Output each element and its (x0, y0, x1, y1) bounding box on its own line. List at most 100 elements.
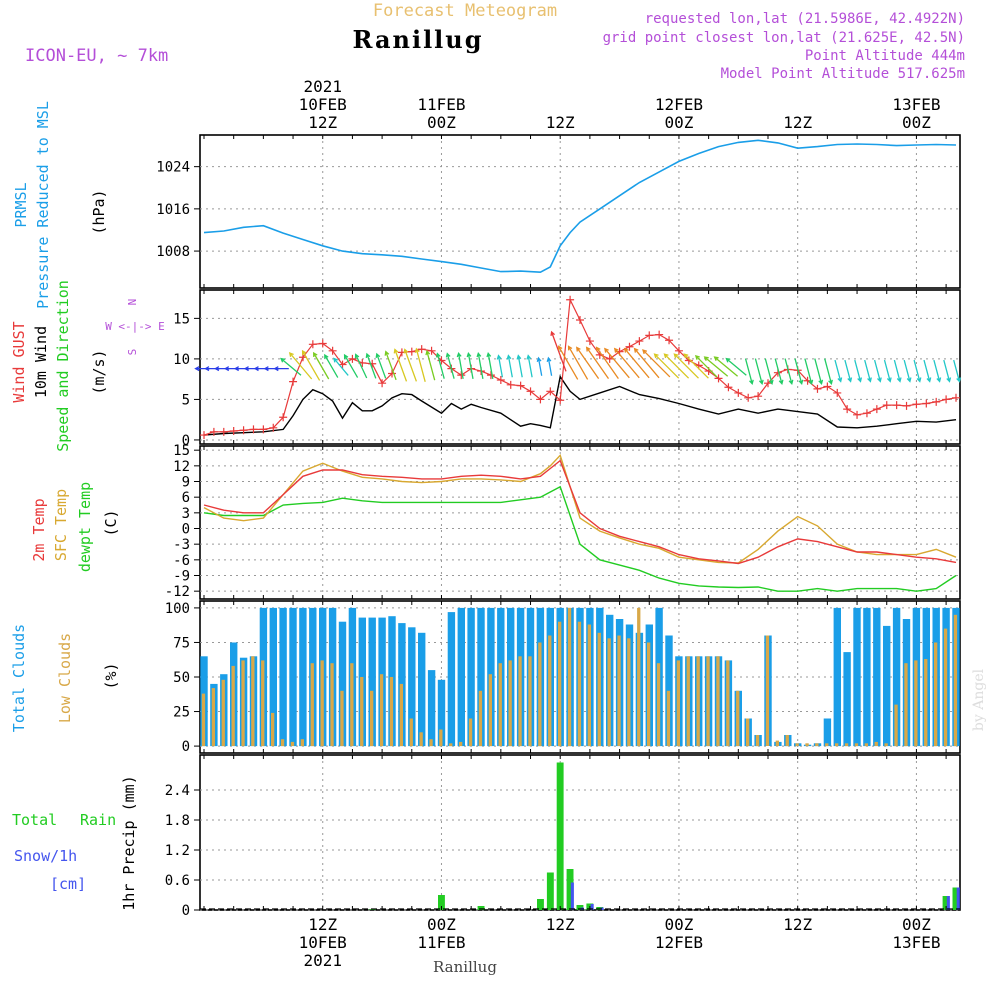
wind-label: 10m Wind (32, 326, 50, 398)
total-cloud-bar (873, 607, 881, 747)
y-tick-label: 3 (182, 506, 190, 522)
total-cloud-bar (833, 607, 841, 747)
total-cloud-bar (279, 607, 287, 747)
wind-arrow (280, 357, 302, 376)
total-cloud-bar (457, 607, 465, 747)
gust-point (536, 395, 545, 404)
compass-we: W <-|-> E (105, 320, 165, 333)
wind-arrow (516, 354, 523, 378)
gust-point (328, 346, 337, 355)
wind-arrow (558, 345, 579, 380)
gust-point (882, 401, 891, 410)
gust-point (378, 379, 387, 388)
temp-unit-label: (C) (102, 509, 120, 536)
wind-arrow (673, 353, 699, 379)
wind-arrow (744, 358, 754, 386)
y-tick-label: 5 (182, 392, 190, 408)
low-cloud-bar (934, 642, 938, 747)
gust-point (289, 377, 298, 386)
gust-point (318, 339, 327, 348)
low-cloud-bar (409, 718, 413, 747)
temp2m-label: 2m Temp (30, 498, 48, 561)
low-cloud-bar (241, 660, 245, 747)
wind-arrow (703, 356, 729, 377)
wind-arrow (445, 352, 455, 379)
wind-arrow (883, 359, 892, 383)
gust-point (269, 423, 278, 432)
low-cloud-bar (785, 735, 789, 747)
wind-arrow (476, 351, 484, 380)
low-clouds-label: Low Clouds (56, 633, 74, 723)
low-cloud-bar (488, 674, 492, 747)
bottom-time-label: 12Z (546, 915, 575, 934)
wind-arrow (466, 351, 474, 380)
top-time-label: 2021 (303, 77, 342, 96)
gust-point (724, 383, 733, 392)
wind-arrow (694, 354, 718, 378)
low-cloud-bar (696, 656, 700, 747)
low-cloud-bar (251, 656, 255, 747)
wind-arrow (425, 349, 436, 381)
low-cloud-bar (280, 739, 285, 747)
low-cloud-bar (943, 628, 948, 747)
gust-point (674, 346, 683, 355)
gust-point (813, 384, 822, 393)
gust-point (526, 387, 535, 396)
wind-arrow (943, 359, 952, 383)
bottom-time-label: 13FEB (892, 933, 940, 952)
gust-point (754, 392, 763, 401)
y-tick-label: -6 (173, 553, 190, 569)
low-cloud-bar (716, 656, 720, 747)
wind-arrow (604, 347, 630, 379)
y-tick-label: 9 (182, 475, 190, 491)
low-cloud-bar (637, 607, 641, 747)
top-time-label: 00Z (902, 113, 931, 132)
bottom-time-label: 12FEB (655, 933, 703, 952)
gust-point (853, 410, 862, 419)
y-tick-label: 1024 (156, 160, 190, 176)
gust-point (605, 354, 614, 363)
top-time-label: 12Z (783, 113, 812, 132)
footer-location: Ranillug (433, 958, 497, 976)
top-time-label: 12Z (546, 113, 575, 132)
total-cloud-bar (368, 617, 376, 747)
low-cloud-bar (478, 690, 483, 747)
compass-s: S (126, 349, 139, 356)
location-title: Ranillug (352, 25, 483, 54)
gust-point (308, 340, 317, 349)
low-cloud-bar (726, 660, 730, 747)
gust-point (585, 337, 594, 346)
wind-arrow (764, 358, 774, 386)
wind-arrow (375, 352, 387, 379)
precip-unit-label: 1hr Precip (mm) (120, 775, 138, 910)
gust-point (209, 427, 218, 436)
top-time-label: 00Z (427, 113, 456, 132)
low-cloud-bar (379, 674, 384, 747)
total-cloud-bar (477, 607, 485, 747)
low-cloud-bar (201, 693, 206, 747)
low-cloud-bar (508, 660, 512, 747)
low-cloud-bar (330, 663, 334, 747)
low-cloud-bar (755, 735, 760, 747)
y-tick-label: 75 (173, 635, 190, 651)
top-time-label: 11FEB (417, 95, 465, 114)
wind-arrow (854, 359, 863, 383)
y-tick-label: -3 (173, 537, 190, 553)
rain-bar (477, 906, 485, 910)
panel-frame-4 (199, 754, 961, 911)
low-cloud-bar (795, 743, 799, 747)
bottom-time-label: 10FEB (299, 933, 347, 952)
gust-point (388, 369, 396, 378)
rain-bar (438, 895, 445, 910)
wind-arrow (683, 353, 709, 379)
wind-arrow (354, 353, 368, 379)
top-time-label: 12FEB (655, 95, 703, 114)
gust-point (872, 405, 881, 414)
super-title: Forecast Meteogram (373, 1, 557, 21)
low-cloud-bar (360, 677, 364, 747)
low-cloud-bar (399, 683, 403, 747)
total-label: Total (12, 811, 57, 829)
total-cloud-bar (269, 607, 277, 747)
gust-point (368, 359, 377, 368)
bottom-time-label: 00Z (427, 915, 456, 934)
